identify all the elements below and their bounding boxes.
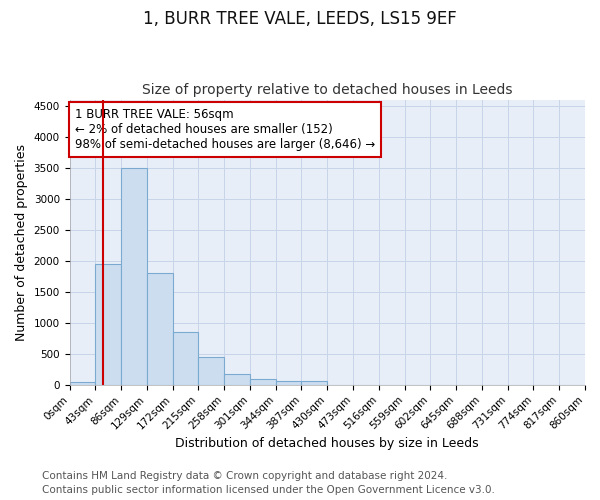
Bar	[121, 168, 147, 385]
Text: 1 BURR TREE VALE: 56sqm
← 2% of detached houses are smaller (152)
98% of semi-de: 1 BURR TREE VALE: 56sqm ← 2% of detached…	[74, 108, 375, 151]
Bar	[95, 264, 121, 385]
Bar	[276, 380, 301, 385]
Bar	[147, 273, 173, 385]
Text: 1, BURR TREE VALE, LEEDS, LS15 9EF: 1, BURR TREE VALE, LEEDS, LS15 9EF	[143, 10, 457, 28]
Bar	[173, 332, 199, 385]
Title: Size of property relative to detached houses in Leeds: Size of property relative to detached ho…	[142, 83, 512, 97]
Text: Contains HM Land Registry data © Crown copyright and database right 2024.
Contai: Contains HM Land Registry data © Crown c…	[42, 471, 495, 495]
Bar	[70, 382, 95, 385]
Bar	[224, 374, 250, 385]
Bar	[301, 382, 327, 385]
X-axis label: Distribution of detached houses by size in Leeds: Distribution of detached houses by size …	[175, 437, 479, 450]
Y-axis label: Number of detached properties: Number of detached properties	[15, 144, 28, 340]
Bar	[199, 357, 224, 385]
Bar	[250, 378, 276, 385]
